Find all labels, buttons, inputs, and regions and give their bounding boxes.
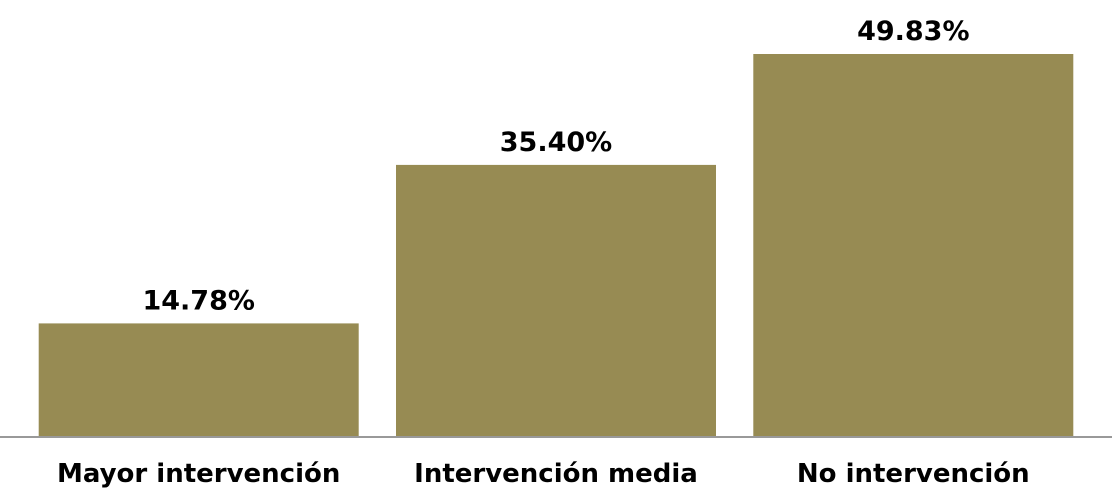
bar-2 (396, 164, 716, 437)
category-label-1: Mayor intervención (57, 459, 340, 489)
bar-1 (38, 323, 359, 437)
data-labels-group: 14.78% 35.40% 49.83% (142, 16, 969, 316)
bar-3 (753, 54, 1074, 437)
data-label-1: 14.78% (142, 285, 254, 316)
data-label-2: 35.40% (500, 127, 612, 158)
bars-group (38, 54, 1074, 437)
category-label-3: No intervención (797, 459, 1030, 489)
category-labels-group: Mayor intervención Intervención media No i… (57, 459, 1030, 489)
category-label-2: Intervención media (414, 459, 698, 489)
data-label-3: 49.83% (857, 16, 969, 47)
